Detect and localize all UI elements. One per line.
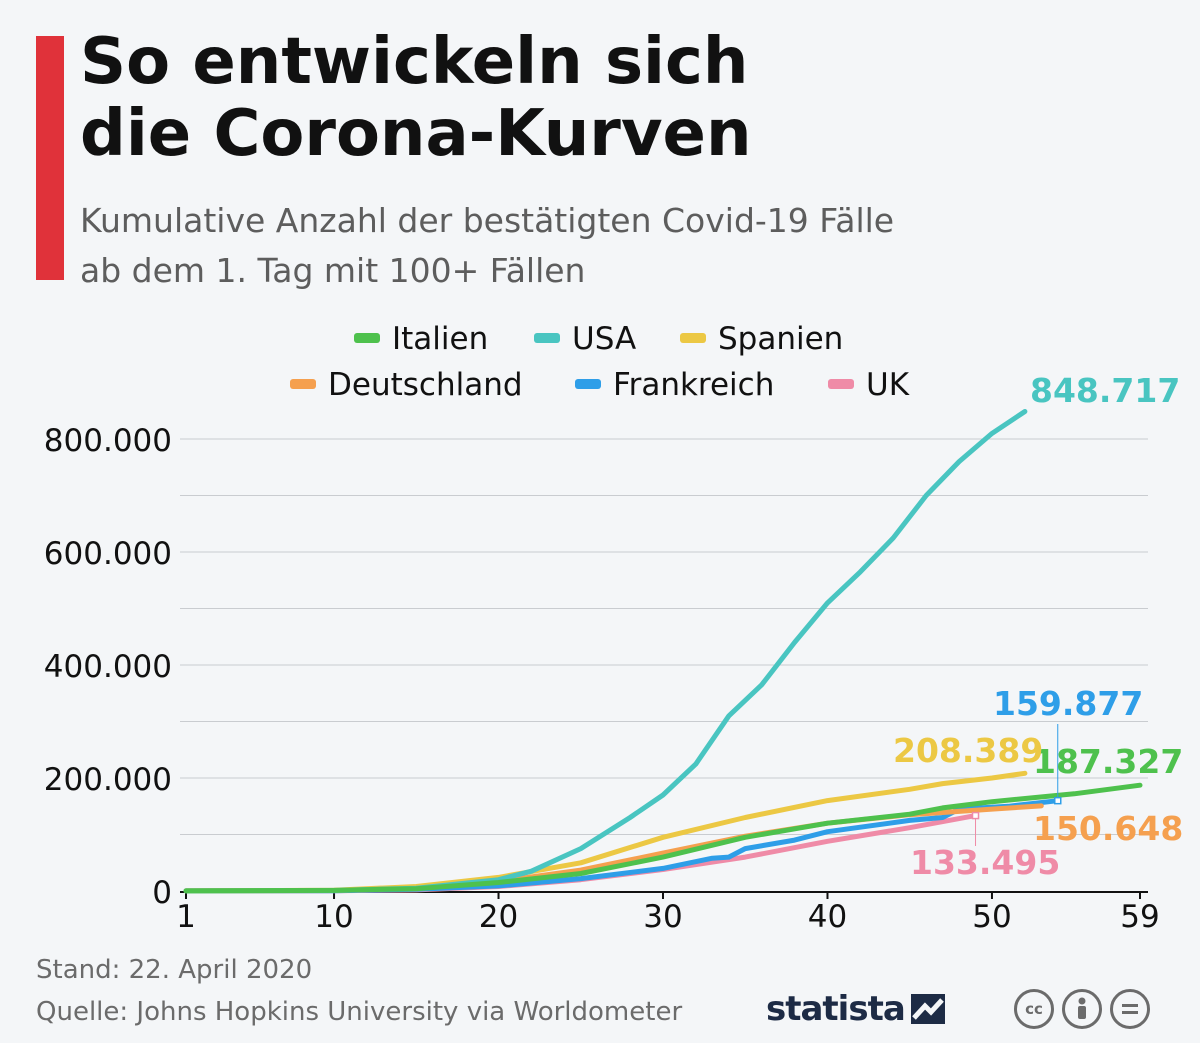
statista-logo[interactable]: statista [766,989,945,1029]
legend-label-italien: Italien [392,321,488,357]
title-line-1: So entwickeln sich [80,25,749,99]
page-title: So entwickeln sich die Corona-Kurven [80,26,752,170]
y-tick-label: 800.000 [44,423,172,459]
series-line-italien [183,782,1143,894]
end-label-deutschland: 150.648 [1033,809,1183,848]
end-marker-uk [971,811,980,820]
x-tick-label: 30 [643,899,682,935]
legend-swatch-spanien [680,333,706,343]
legend-swatch-deutschland [290,379,316,389]
legend-label-deutschland: Deutschland [328,367,523,403]
x-tick-label: 1 [176,899,196,935]
end-label-usa: 848.717 [1030,371,1180,410]
y-tick-label: 0 [152,875,172,911]
end-label-spanien: 208.389 [893,731,1043,770]
legend-label-spanien: Spanien [718,321,843,357]
x-tick-label: 10 [314,899,353,935]
y-tick-label: 400.000 [44,649,172,685]
legend-swatch-frankreich [575,379,601,389]
legend-swatch-usa [534,333,560,343]
statista-mark-icon [910,994,945,1024]
end-label-italien: 187.327 [1033,742,1183,781]
legend-label-frankreich: Frankreich [613,367,774,403]
accent-bar [36,36,64,280]
license-icons: cc [1014,989,1150,1029]
footer-stand: Stand: 22. April 2020 [36,955,313,985]
footer-source: Quelle: Johns Hopkins University via Wor… [36,997,683,1027]
subtitle-line-1: Kumulative Anzahl der bestätigten Covid-… [80,201,895,240]
subtitle-line-2: ab dem 1. Tag mit 100+ Fällen [80,251,586,290]
title-line-2: die Corona-Kurven [80,97,752,171]
y-tick-label: 200.000 [44,762,172,798]
legend-label-uk: UK [866,367,910,403]
by-icon[interactable] [1062,989,1102,1029]
cc-icon[interactable]: cc [1014,989,1054,1029]
nd-icon[interactable] [1110,989,1150,1029]
legend-swatch-uk [828,379,854,389]
subtitle: Kumulative Anzahl der bestätigten Covid-… [80,196,894,296]
series-line-usa [183,409,1028,894]
legend-swatch-italien [354,333,380,343]
x-tick-label: 20 [479,899,518,935]
statista-wordmark: statista [766,989,906,1029]
legend-label-usa: USA [572,321,636,357]
end-marker-frankreich [1054,796,1062,805]
end-label-uk: 133.495 [910,843,1060,882]
x-tick-label: 50 [972,899,1011,935]
x-tick-label: 59 [1120,899,1159,935]
x-tick-label: 40 [808,899,847,935]
end-label-frankreich: 159.877 [993,684,1143,723]
y-tick-label: 600.000 [44,536,172,572]
